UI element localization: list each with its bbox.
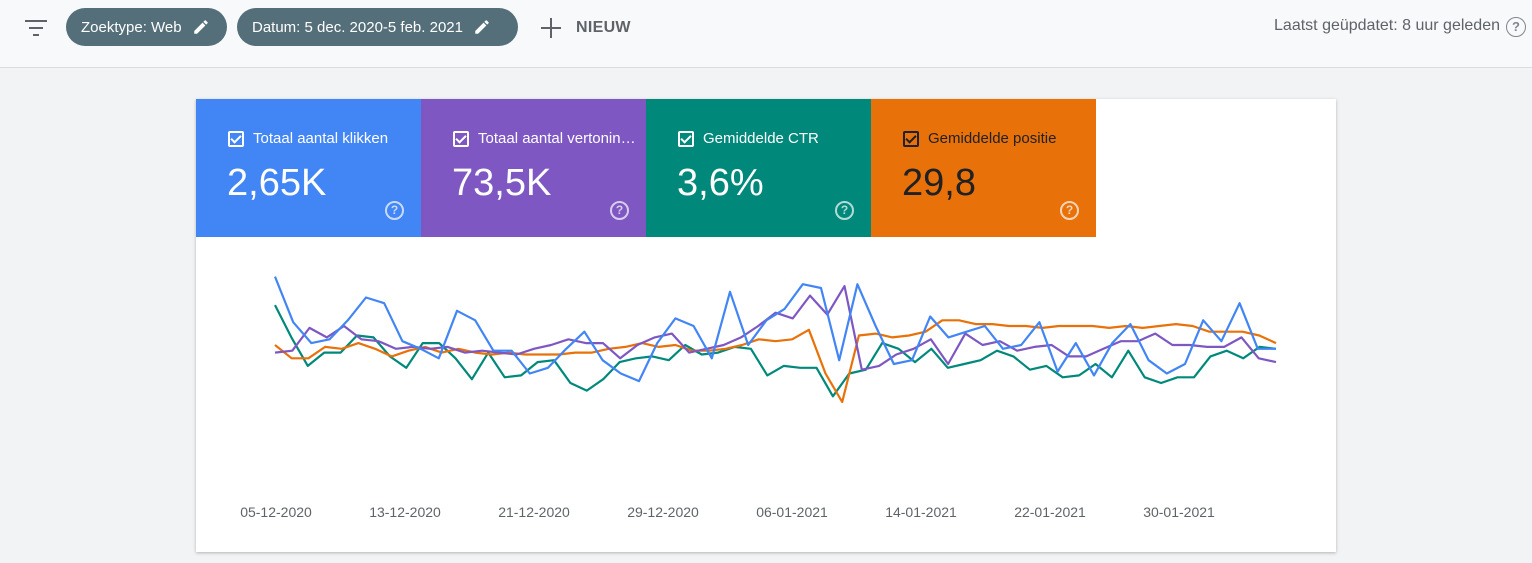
help-icon[interactable]: ? — [1506, 17, 1526, 37]
metric-tile-ctr[interactable]: Gemiddelde CTR 3,6% ? — [646, 99, 871, 237]
metric-header: Totaal aantal vertoningen — [453, 130, 638, 147]
filter-icon[interactable] — [22, 14, 50, 42]
checkbox-icon[interactable] — [678, 130, 694, 147]
search-type-chip-label: Zoektype: Web — [81, 18, 182, 36]
last-updated-text: Laatst geüpdatet: 8 uur geleden — [1274, 17, 1500, 34]
series-line-2 — [274, 319, 1277, 404]
x-tick-label: 13-12-2020 — [369, 504, 441, 520]
plus-icon — [540, 17, 562, 39]
metric-value: 3,6% — [677, 162, 764, 204]
x-tick-label: 05-12-2020 — [240, 504, 312, 520]
x-tick-label: 29-12-2020 — [627, 504, 699, 520]
x-tick-label: 30-01-2021 — [1143, 504, 1215, 520]
date-range-chip[interactable]: Datum: 5 dec. 2020-5 feb. 2021 — [237, 8, 518, 46]
new-filter-button[interactable]: NIEUW — [540, 13, 631, 43]
x-tick-label: 06-01-2021 — [756, 504, 828, 520]
performance-chart[interactable]: 05-12-2020 13-12-2020 21-12-2020 29-12-2020… — [196, 99, 1336, 552]
checkbox-icon[interactable] — [453, 130, 469, 147]
x-tick-label: 14-01-2021 — [885, 504, 957, 520]
chart-series-group — [273, 276, 1277, 404]
toolbar: Zoektype: Web Datum: 5 dec. 2020-5 feb. … — [0, 0, 1532, 68]
date-range-chip-label: Datum: 5 dec. 2020-5 feb. 2021 — [252, 18, 463, 36]
metric-header: Gemiddelde positie — [903, 130, 1056, 147]
series-line-3 — [274, 304, 1277, 398]
checkbox-icon[interactable] — [903, 130, 919, 147]
metric-value: 29,8 — [902, 162, 976, 204]
x-tick-label: 21-12-2020 — [498, 504, 570, 520]
x-tick-label: 22-01-2021 — [1014, 504, 1086, 520]
metric-header: Gemiddelde CTR — [678, 130, 819, 147]
x-axis-tick-labels: 05-12-2020 13-12-2020 21-12-2020 29-12-2020… — [240, 504, 1215, 520]
metric-value: 2,65K — [227, 162, 327, 204]
help-icon[interactable]: ? — [385, 201, 404, 220]
metric-tile-impressions[interactable]: Totaal aantal vertoningen 73,5K ? — [421, 99, 646, 237]
search-type-chip[interactable]: Zoektype: Web — [66, 8, 227, 46]
series-line-0 — [273, 276, 1276, 383]
new-filter-label: NIEUW — [576, 19, 631, 36]
help-icon[interactable]: ? — [610, 201, 629, 220]
metric-tile-clicks[interactable]: Totaal aantal klikken 2,65K ? — [196, 99, 421, 237]
performance-card: Totaal aantal klikken 2,65K ? Totaal aan… — [196, 99, 1336, 552]
metric-header: Totaal aantal klikken — [228, 130, 388, 147]
metric-tile-position[interactable]: Gemiddelde positie 29,8 ? — [871, 99, 1096, 237]
help-icon[interactable]: ? — [1060, 201, 1079, 220]
metric-value: 73,5K — [452, 162, 552, 204]
pencil-icon — [475, 20, 489, 34]
checkbox-icon[interactable] — [228, 130, 244, 147]
help-icon[interactable]: ? — [835, 201, 854, 220]
pencil-icon — [193, 20, 208, 34]
